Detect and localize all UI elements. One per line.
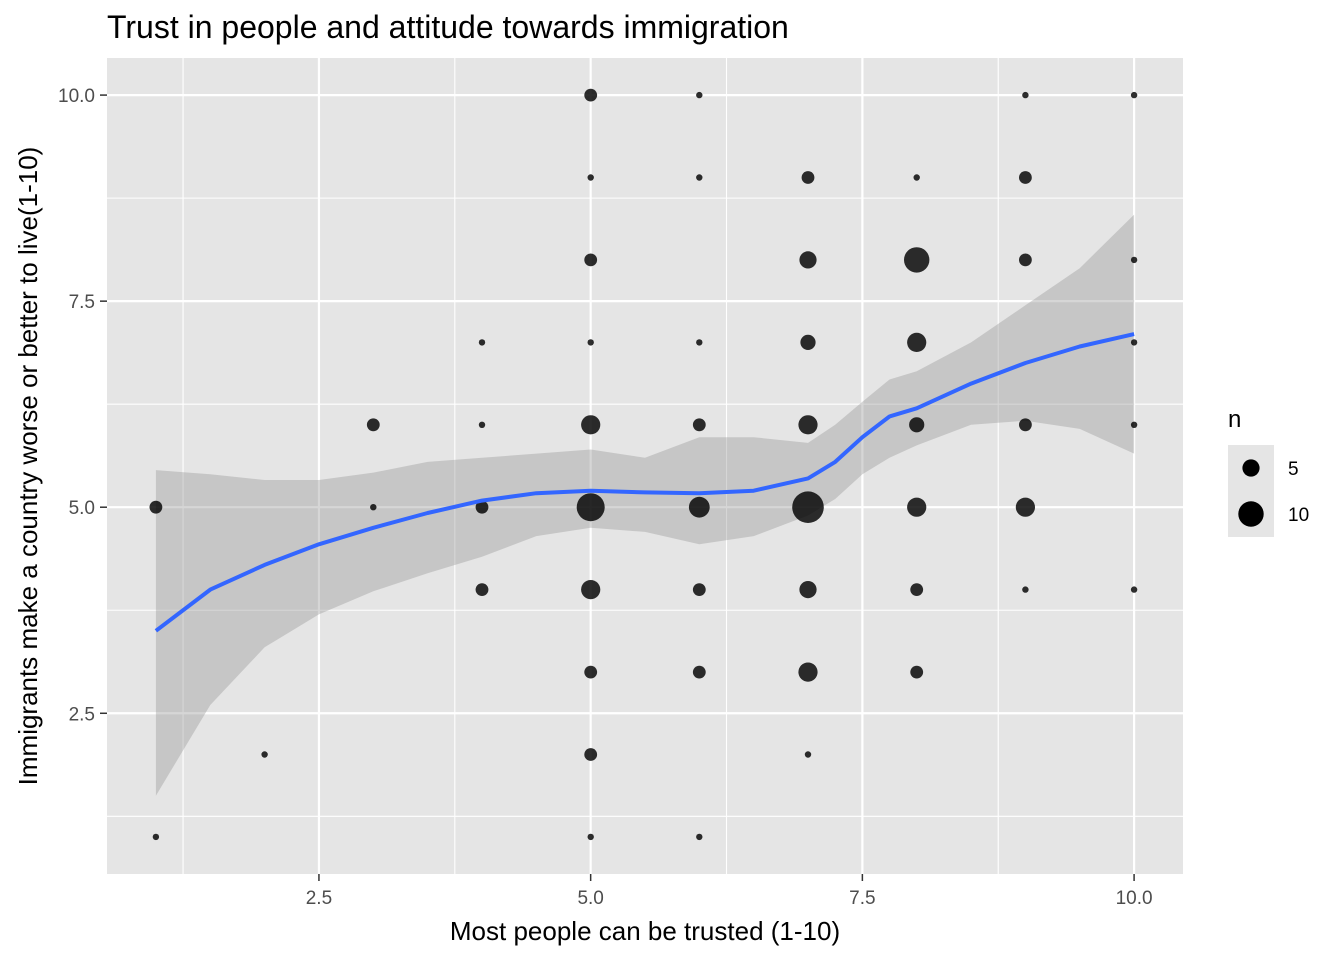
- x-tick-label: 10.0: [1116, 888, 1153, 909]
- data-point: [801, 171, 815, 184]
- data-point: [478, 421, 486, 428]
- size-legend: n 5 10: [1228, 406, 1309, 537]
- data-point: [1022, 91, 1029, 99]
- data-point: [910, 665, 924, 679]
- data-point: [696, 174, 703, 181]
- confidence-band-layer: [155, 214, 1135, 796]
- data-point: [475, 500, 489, 514]
- data-point: [1130, 91, 1138, 99]
- confidence-band: [155, 214, 1135, 796]
- data-point: [798, 415, 818, 435]
- data-point: [692, 583, 706, 596]
- data-point: [152, 833, 160, 841]
- data-point: [907, 497, 927, 517]
- data-point: [1022, 586, 1029, 593]
- data-point: [1130, 256, 1138, 264]
- data-point: [475, 583, 489, 596]
- x-tick-label: 2.5: [306, 888, 332, 909]
- data-point: [904, 247, 930, 273]
- data-point: [581, 580, 601, 600]
- legend-label: 10: [1288, 505, 1309, 526]
- data-point: [370, 504, 377, 511]
- data-point: [581, 415, 601, 435]
- data-point: [576, 493, 605, 522]
- data-point: [478, 339, 486, 346]
- data-point: [1130, 339, 1138, 346]
- major-grid: [107, 58, 1183, 874]
- data-point: [584, 88, 598, 102]
- chart-title: Trust in people and attitude towards imm…: [107, 9, 789, 45]
- data-point: [798, 662, 818, 682]
- x-axis: 2.5 5.0 7.5 10.0: [306, 874, 1153, 909]
- data-point: [696, 339, 703, 346]
- data-point: [692, 418, 706, 432]
- data-point: [1015, 497, 1035, 517]
- data-point: [696, 833, 703, 841]
- data-point: [584, 665, 598, 679]
- data-point: [1130, 421, 1138, 428]
- minor-grid: [107, 58, 1183, 874]
- data-point: [792, 491, 824, 523]
- legend-title: n: [1228, 406, 1241, 433]
- data-point: [910, 583, 924, 596]
- data-point: [584, 253, 598, 267]
- data-point: [1130, 586, 1138, 593]
- data-point: [688, 496, 710, 518]
- points-layer: [149, 88, 1138, 841]
- data-point: [1019, 418, 1032, 432]
- data-point: [587, 174, 594, 181]
- legend-key-point: [1238, 501, 1264, 527]
- data-point: [149, 500, 163, 514]
- smooth-line-layer: [154, 332, 1135, 633]
- data-point: [587, 833, 594, 841]
- smooth-line: [154, 332, 1135, 633]
- data-point: [692, 665, 706, 679]
- data-point: [799, 251, 817, 269]
- y-tick-label: 2.5: [69, 704, 95, 725]
- x-tick-label: 5.0: [577, 888, 603, 909]
- data-point: [799, 581, 817, 599]
- legend-label: 5: [1288, 459, 1299, 480]
- data-point: [804, 751, 812, 758]
- legend-key-point: [1242, 459, 1260, 477]
- data-point: [1019, 253, 1032, 267]
- data-point: [907, 332, 927, 352]
- data-point: [696, 91, 703, 99]
- data-point: [587, 339, 594, 346]
- data-point: [261, 751, 268, 758]
- y-tick-label: 5.0: [69, 498, 95, 519]
- plot-panel: [107, 58, 1183, 874]
- y-tick-label: 10.0: [58, 86, 95, 107]
- data-point: [1019, 171, 1032, 184]
- data-point: [584, 748, 598, 761]
- y-axis: 2.5 5.0 7.5 10.0: [58, 86, 107, 725]
- y-axis-title: Immigrants make a country worse or bette…: [13, 147, 43, 786]
- data-point: [800, 334, 816, 350]
- y-tick-label: 7.5: [69, 292, 95, 313]
- x-axis-title: Most people can be trusted (1-10): [450, 916, 840, 946]
- data-point: [366, 418, 380, 432]
- data-point: [909, 417, 925, 433]
- data-point: [913, 174, 920, 181]
- x-tick-label: 7.5: [849, 888, 875, 909]
